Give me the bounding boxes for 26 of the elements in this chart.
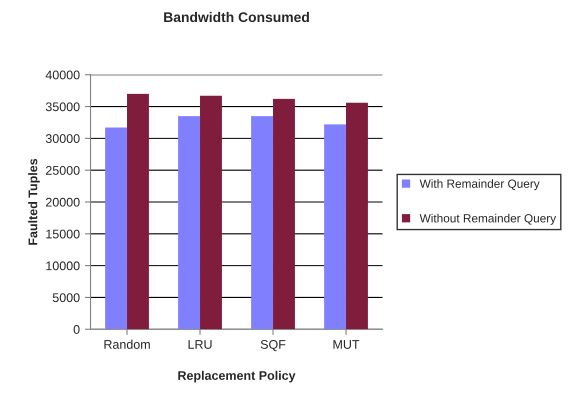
y-tick-label: 10000 <box>46 261 80 270</box>
y-tick-label: 30000 <box>46 134 80 144</box>
legend-label: Without Remainder Query <box>420 214 556 225</box>
y-tick-label: 15000 <box>46 230 80 238</box>
bar <box>200 96 222 330</box>
legend-label: With Remainder Query <box>420 179 540 190</box>
x-tick-label: Random <box>104 340 150 349</box>
chart-title: Bandwidth Consumed <box>164 12 309 22</box>
x-tick-label: SQF <box>260 340 286 352</box>
y-tick-label: 0 <box>74 325 80 334</box>
bar <box>178 116 200 330</box>
bar <box>346 102 368 330</box>
x-axis-title: Replacement Policy <box>178 370 296 382</box>
bar <box>273 98 295 330</box>
bar <box>127 94 149 330</box>
x-tick-label: MUT <box>334 340 360 349</box>
bar <box>324 124 346 330</box>
y-tick-label: 40000 <box>46 70 80 80</box>
y-tick-label: 35000 <box>46 102 80 112</box>
x-tick-label: LRU <box>188 340 212 349</box>
y-tick-label: 25000 <box>46 166 80 175</box>
bar <box>251 116 274 330</box>
y-axis-title: Faulted Tuples <box>28 158 40 245</box>
bar <box>105 128 128 330</box>
y-tick-label: 5000 <box>52 293 80 302</box>
y-tick-label: 20000 <box>46 198 80 207</box>
